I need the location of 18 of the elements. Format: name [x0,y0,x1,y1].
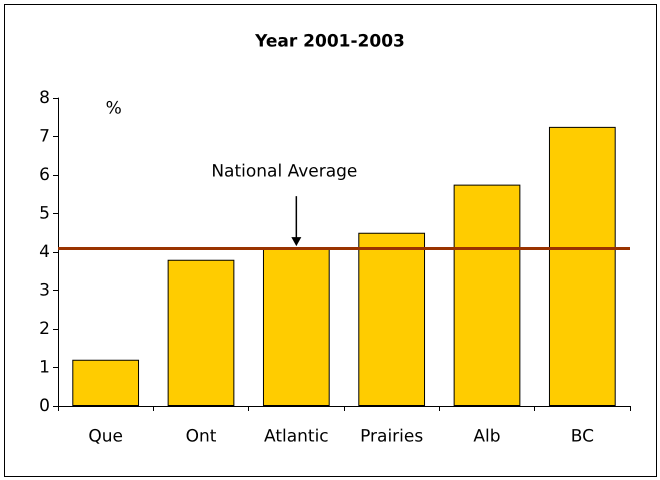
y-tick-label: 2 [39,319,50,339]
y-axis-title: % [106,98,122,118]
y-tick-label: 4 [39,242,50,262]
y-tick-label: 3 [39,280,50,300]
x-tick-label: Atlantic [264,426,329,446]
x-tick-label: Prairies [360,426,424,446]
x-tick-label: Alb [473,426,501,446]
y-tick-label: 8 [39,88,50,108]
x-tick-label: Ont [186,426,217,446]
y-tick-label: 7 [39,126,50,146]
y-tick-label: 6 [39,165,50,185]
y-tick-label: 0 [39,396,50,416]
y-tick-label: 1 [39,358,50,378]
y-tick-label: 5 [39,204,50,224]
chart-title: Year 2001-2003 [254,32,405,52]
x-tick-label: Que [88,426,123,446]
x-tick-label: BC [570,426,594,446]
ref-line-label: National Average [211,162,358,182]
